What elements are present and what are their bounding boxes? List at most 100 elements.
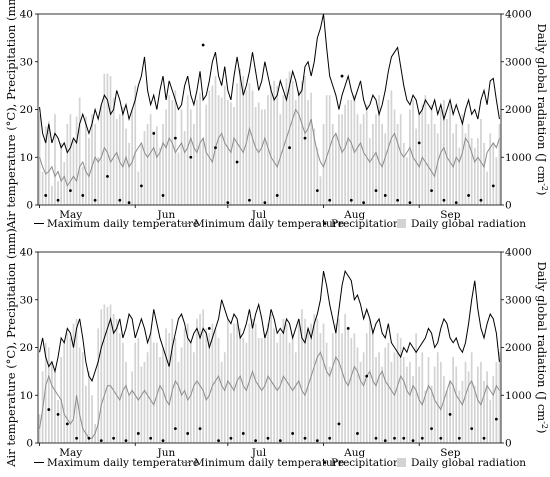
radiation-bar: [106, 73, 109, 205]
radiation-bar: [375, 357, 377, 443]
radiation-bar: [78, 347, 81, 443]
radiation-bar: [159, 147, 161, 205]
radiation-bar: [486, 371, 488, 444]
radiation-bar: [498, 352, 501, 443]
radiation-bar: [44, 342, 47, 443]
radiation-bar: [199, 314, 201, 443]
radiation-bar: [461, 114, 464, 205]
precipitation-point: [275, 194, 279, 197]
radiation-bar: [477, 138, 479, 205]
x-month-label: Jun: [157, 447, 176, 459]
radiation-bar: [236, 83, 238, 205]
radiation-bar: [424, 390, 427, 443]
radiation-bar: [230, 333, 232, 443]
radiation-bar: [325, 95, 328, 205]
radiation-bar: [294, 99, 297, 205]
radiation-bar: [427, 123, 430, 205]
radiation-bar: [291, 80, 294, 205]
panel-top: 0 10 20 30 40 0 1000 2000 3000 4000 May Jun Jul Aug Se…: [4, 0, 549, 230]
y-left-tick-label: 30: [20, 294, 33, 306]
precipitation-point: [374, 189, 378, 193]
radiation-bar: [446, 390, 448, 443]
radiation-bar: [458, 147, 461, 205]
y-right-axis-label-text: Daily global radiation (J cm: [535, 23, 549, 183]
precipitation-point: [173, 427, 177, 431]
radiation-bar: [131, 109, 133, 205]
precipitation-point: [99, 439, 103, 443]
radiation-bar: [492, 376, 495, 443]
radiation-bar: [233, 107, 235, 205]
radiation-bar: [279, 114, 282, 205]
radiation-bar: [72, 323, 75, 444]
radiation-bar: [390, 361, 393, 443]
radiation-bar: [409, 109, 411, 205]
radiation-bar: [335, 133, 337, 206]
radiation-bar: [433, 366, 436, 443]
radiation-bar: [171, 318, 174, 443]
radiation-bar: [94, 123, 96, 205]
y-right-tick-label: 2000: [505, 104, 532, 116]
precipitation-point: [420, 436, 424, 440]
radiation-bar: [316, 318, 319, 443]
radiation-bar: [245, 90, 248, 205]
precipitation-point: [118, 198, 122, 202]
radiation-bar: [279, 333, 282, 443]
radiation-bar: [368, 138, 371, 205]
y-right-tick-label: 4000: [505, 9, 532, 21]
radiation-bar: [165, 109, 167, 205]
legend-precip-swatch: [323, 222, 327, 225]
radiation-bar: [63, 342, 66, 443]
radiation-bar: [273, 80, 275, 205]
precipitation-point: [396, 198, 399, 202]
radiation-bar: [66, 123, 69, 205]
radiation-bar: [69, 337, 72, 443]
radiation-bar: [473, 147, 476, 205]
radiation-bar: [402, 357, 405, 443]
radiation-bar: [439, 109, 442, 205]
radiation-bar: [399, 114, 402, 205]
precipitation-point: [356, 432, 359, 435]
radiation-bar: [402, 142, 405, 205]
radiation-bar: [270, 85, 272, 206]
radiation-bar: [399, 337, 402, 443]
radiation-bar: [75, 116, 78, 205]
radiation-bar: [396, 123, 399, 205]
radiation-bar: [344, 314, 346, 443]
precipitation-point: [457, 436, 461, 440]
radiation-bar: [443, 376, 445, 443]
max-temperature-line: [39, 13, 500, 154]
radiation-bar: [168, 95, 171, 205]
radiation-bar: [455, 123, 458, 205]
y-right-tick-label: 0: [505, 200, 512, 212]
radiation-bar: [44, 126, 47, 205]
radiation-bar: [384, 347, 387, 443]
radiation-bar: [384, 133, 387, 206]
radiation-bar: [152, 130, 155, 205]
radiation-bar: [368, 318, 371, 443]
radiation-bar: [461, 380, 464, 443]
radiation-bar: [47, 347, 50, 443]
radiation-bar: [143, 361, 146, 443]
radiation-bar: [137, 171, 140, 205]
precipitation-point: [328, 198, 332, 202]
y-left-tick-label: 0: [26, 438, 33, 450]
x-month-label: Sep: [440, 447, 460, 459]
precipitation-point: [393, 436, 396, 440]
precipitation-point: [430, 427, 433, 431]
radiation-bar: [171, 99, 174, 205]
radiation-bar: [69, 114, 72, 205]
radiation-bar: [214, 76, 217, 205]
radiation-bar: [131, 371, 133, 444]
radiation-bar: [208, 333, 211, 443]
precipitation-point: [127, 201, 131, 205]
radiation-bar: [406, 157, 408, 205]
radiation-bar: [214, 328, 217, 443]
radiation-bar: [47, 121, 50, 205]
legend-precip-label: Precipitation: [331, 457, 400, 469]
radiation-bar: [134, 85, 137, 206]
precipitation-point: [263, 201, 267, 205]
y-right-axis-label: Daily global radiation (J cm-2): [535, 23, 549, 195]
radiation-bar: [115, 119, 118, 205]
